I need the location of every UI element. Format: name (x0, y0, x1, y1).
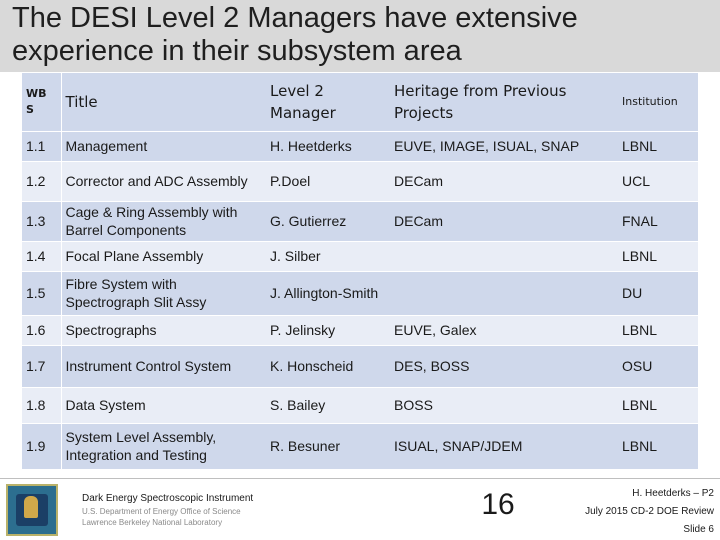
cell-heritage: DES, BOSS (390, 345, 618, 388)
cell-heritage: DECam (390, 161, 618, 202)
cell-manager: S. Bailey (266, 387, 390, 424)
footer-author: H. Heetderks – P2 (632, 488, 714, 499)
logo-figure-icon (24, 496, 38, 518)
cell-title: Spectrographs (61, 315, 266, 346)
cell-manager: H. Heetderks (266, 131, 390, 162)
cell-title: Fibre System with Spectrograph Slit Assy (61, 271, 266, 316)
cell-title: Focal Plane Assembly (61, 241, 266, 272)
cell-institution: UCL (618, 161, 698, 202)
footer-lab-line: Lawrence Berkeley National Laboratory (82, 518, 223, 527)
cell-wbs: 1.4 (22, 241, 62, 272)
title-band (0, 0, 720, 72)
cell-institution: LBNL (618, 131, 698, 162)
cell-institution: LBNL (618, 387, 698, 424)
cell-wbs: 1.3 (22, 201, 62, 242)
cell-wbs: 1.1 (22, 131, 62, 162)
table-row: 1.4 Focal Plane Assembly J. Silber LBNL (22, 241, 698, 272)
cell-wbs: 1.9 (22, 423, 62, 470)
cell-title: System Level Assembly, Integration and T… (61, 423, 266, 470)
cell-title: Management (61, 131, 266, 162)
table-row: 1.3 Cage & Ring Assembly with Barrel Com… (22, 201, 698, 242)
cell-manager: K. Honscheid (266, 345, 390, 388)
cell-manager: P.Doel (266, 161, 390, 202)
header-institution: Institution (618, 73, 698, 132)
cell-manager: J. Allington-Smith (266, 271, 390, 316)
header-heritage: Heritage from Previous Projects (390, 73, 618, 132)
cell-heritage (390, 271, 618, 316)
slide-title: The DESI Level 2 Managers have extensive… (12, 2, 578, 67)
table-row: 1.7 Instrument Control System K. Honsche… (22, 345, 698, 388)
cell-manager: R. Besuner (266, 423, 390, 470)
footer-doe-line: U.S. Department of Energy Office of Scie… (82, 507, 241, 516)
cell-wbs: 1.2 (22, 161, 62, 202)
footer-review: July 2015 CD-2 DOE Review (585, 506, 714, 517)
header-wbs: WB S (22, 73, 62, 132)
cell-institution: LBNL (618, 315, 698, 346)
cell-title: Cage & Ring Assembly with Barrel Compone… (61, 201, 266, 242)
cell-heritage: EUVE, IMAGE, ISUAL, SNAP (390, 131, 618, 162)
cell-institution: OSU (618, 345, 698, 388)
table-header-row: WB S Title Level 2 Manager Heritage from… (22, 73, 698, 132)
managers-table: WB S Title Level 2 Manager Heritage from… (22, 73, 698, 470)
table-row: 1.9 System Level Assembly, Integration a… (22, 423, 698, 470)
table-row: 1.6 Spectrographs P. Jelinsky EUVE, Gale… (22, 315, 698, 346)
cell-wbs: 1.6 (22, 315, 62, 346)
header-title: Title (61, 73, 266, 132)
footer-divider (0, 478, 720, 479)
table-row: 1.2 Corrector and ADC Assembly P.Doel DE… (22, 161, 698, 202)
cell-wbs: 1.7 (22, 345, 62, 388)
footer-instrument-name: Dark Energy Spectroscopic Instrument (82, 493, 254, 504)
cell-heritage: BOSS (390, 387, 618, 424)
table-row: 1.5 Fibre System with Spectrograph Slit … (22, 271, 698, 316)
cell-manager: G. Gutierrez (266, 201, 390, 242)
cell-institution: LBNL (618, 423, 698, 470)
header-level2-manager: Level 2 Manager (266, 73, 390, 132)
cell-title: Corrector and ADC Assembly (61, 161, 266, 202)
cell-title: Data System (61, 387, 266, 424)
cell-manager: P. Jelinsky (266, 315, 390, 346)
cell-institution: DU (618, 271, 698, 316)
cell-wbs: 1.8 (22, 387, 62, 424)
managers-table-wrap: WB S Title Level 2 Manager Heritage from… (22, 73, 698, 473)
cell-manager: J. Silber (266, 241, 390, 272)
cell-institution: LBNL (618, 241, 698, 272)
desi-logo (6, 484, 58, 536)
cell-institution: FNAL (618, 201, 698, 242)
cell-heritage (390, 241, 618, 272)
cell-heritage: ISUAL, SNAP/JDEM (390, 423, 618, 470)
cell-wbs: 1.5 (22, 271, 62, 316)
page-number: 16 (481, 488, 515, 521)
footer-slide-label: Slide 6 (683, 524, 714, 535)
cell-heritage: DECam (390, 201, 618, 242)
table-row: 1.8 Data System S. Bailey BOSS LBNL (22, 387, 698, 424)
cell-heritage: EUVE, Galex (390, 315, 618, 346)
cell-title: Instrument Control System (61, 345, 266, 388)
table-row: 1.1 Management H. Heetderks EUVE, IMAGE,… (22, 131, 698, 162)
